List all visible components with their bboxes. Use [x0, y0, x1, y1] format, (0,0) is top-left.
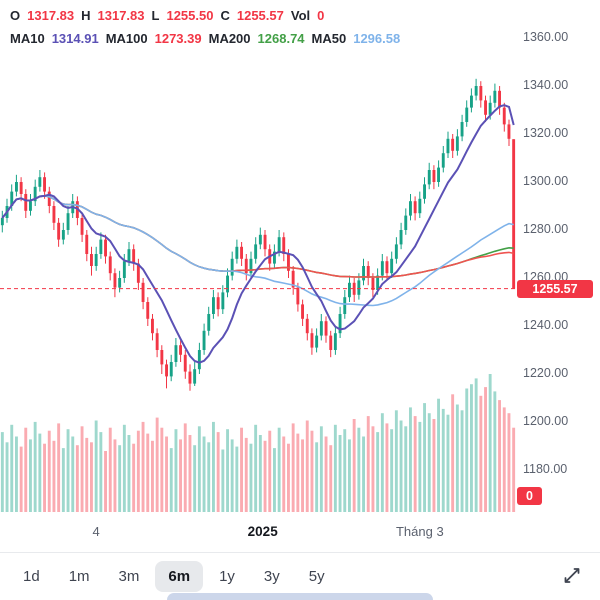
- high-value: 1317.83: [97, 8, 145, 23]
- volume-label: Vol: [290, 8, 311, 23]
- ma10-value: 1314.91: [51, 31, 99, 46]
- high-label: H: [81, 8, 91, 23]
- range-3y[interactable]: 3y: [251, 561, 293, 592]
- y-axis-label: 1280.00: [523, 222, 569, 236]
- x-axis[interactable]: 4 2025 Tháng 3: [0, 524, 516, 544]
- ma100-value: 1273.39: [154, 31, 202, 46]
- ohlc-legend: O 1317.83 H 1317.83 L 1255.50 C 1255.57 …: [10, 8, 324, 23]
- low-label: L: [151, 8, 160, 23]
- range-1m[interactable]: 1m: [56, 561, 103, 592]
- y-axis-label: 1240.00: [523, 318, 569, 332]
- candlestick-chart[interactable]: [0, 0, 516, 546]
- ma10-label: MA10: [10, 31, 45, 46]
- x-axis-label: Tháng 3: [395, 524, 444, 539]
- y-axis-label: 1360.00: [523, 30, 569, 44]
- x-axis-label: 4: [92, 524, 100, 539]
- low-value: 1255.50: [166, 8, 214, 23]
- ma200-label: MA200: [208, 31, 251, 46]
- expand-icon[interactable]: [558, 561, 586, 592]
- bottom-sheet-edge: [167, 593, 433, 600]
- y-axis-label: 1320.00: [523, 126, 569, 140]
- y-axis-label: 1200.00: [523, 414, 569, 428]
- timeframe-toolbar: 1d 1m 3m 6m 1y 3y 5y: [0, 552, 600, 600]
- y-axis-label: 1180.00: [523, 462, 568, 476]
- y-axis-label: 1220.00: [523, 366, 569, 380]
- ma-legend: MA10 1314.91 MA100 1273.39 MA200 1268.74…: [10, 31, 400, 46]
- open-label: O: [10, 8, 21, 23]
- range-1y[interactable]: 1y: [206, 561, 248, 592]
- range-5y[interactable]: 5y: [296, 561, 338, 592]
- last-price-badge: 1255.57: [517, 279, 593, 298]
- range-6m[interactable]: 6m: [155, 561, 204, 592]
- range-1d[interactable]: 1d: [10, 561, 53, 592]
- y-axis-label: 1300.00: [523, 174, 569, 188]
- volume-value: 0: [317, 8, 325, 23]
- close-label: C: [220, 8, 230, 23]
- range-3m[interactable]: 3m: [106, 561, 153, 592]
- open-value: 1317.83: [27, 8, 75, 23]
- x-axis-label: 2025: [247, 524, 278, 539]
- ma50-label: MA50: [311, 31, 347, 46]
- volume-badge: 0: [517, 487, 542, 505]
- ma50-value: 1296.58: [353, 31, 401, 46]
- ma100-label: MA100: [105, 31, 148, 46]
- ma200-value: 1268.74: [257, 31, 305, 46]
- close-value: 1255.57: [236, 8, 284, 23]
- y-axis-label: 1340.00: [523, 78, 569, 92]
- timeframe-buttons: 1d 1m 3m 6m 1y 3y 5y: [10, 561, 341, 592]
